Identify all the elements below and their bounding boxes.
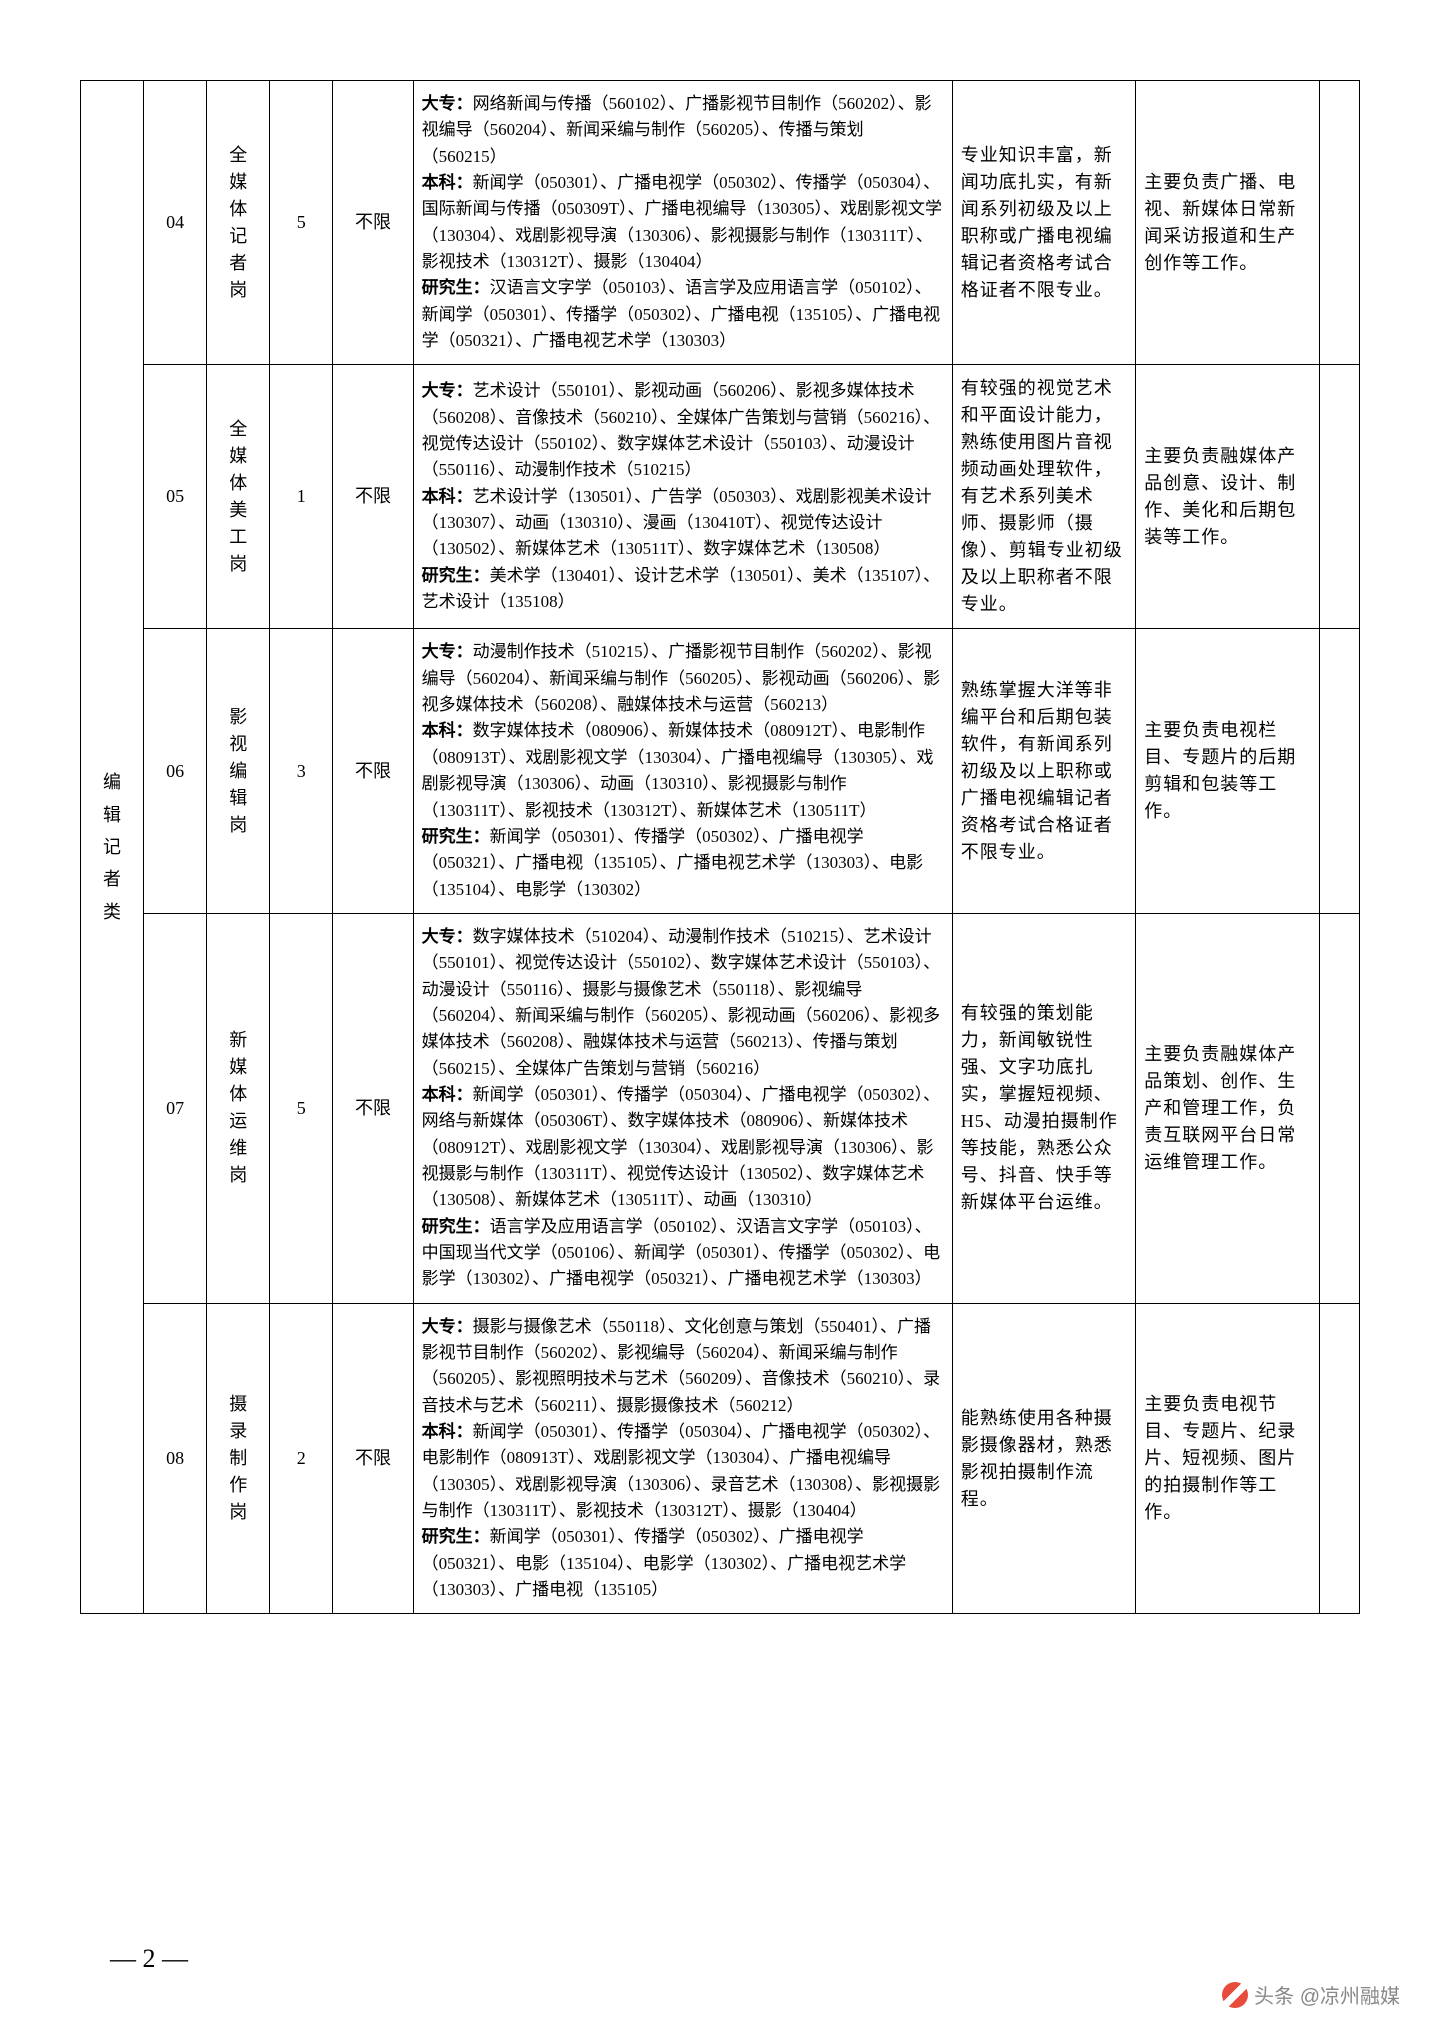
position-name: 全媒体记者岗	[207, 81, 270, 365]
category-label: 编辑记者类	[103, 772, 121, 922]
majors: 大专：网络新闻与传播（560102）、广播影视节目制作（560202）、影视编导…	[413, 81, 952, 365]
row-number: 05	[144, 365, 207, 629]
recruitment-table: 编辑记者类04全媒体记者岗5不限大专：网络新闻与传播（560102）、广播影视节…	[80, 80, 1360, 1614]
extra	[1319, 913, 1359, 1303]
limit: 不限	[333, 365, 413, 629]
row-number: 06	[144, 629, 207, 913]
watermark: 头条 @凉州融媒	[1222, 1980, 1400, 2009]
row-number: 08	[144, 1303, 207, 1614]
extra	[1319, 1303, 1359, 1614]
duty: 主要负责融媒体产品创意、设计、制作、美化和后期包装等工作。	[1136, 365, 1320, 629]
table-row: 08摄录制作岗2不限大专：摄影与摄像艺术（550118）、文化创意与策划（550…	[81, 1303, 1360, 1614]
position-name: 新媒体运维岗	[207, 913, 270, 1303]
duty: 主要负责电视栏目、专题片的后期剪辑和包装等工作。	[1136, 629, 1320, 913]
limit: 不限	[333, 81, 413, 365]
page-number: 2	[110, 1944, 188, 1974]
requirement: 熟练掌握大洋等非编平台和后期包装软件，有新闻系列初级及以上职称或广播电视编辑记者…	[952, 629, 1136, 913]
duty: 主要负责广播、电视、新媒体日常新闻采访报道和生产创作等工作。	[1136, 81, 1320, 365]
requirement: 能熟练使用各种摄影摄像器材，熟悉影视拍摄制作流程。	[952, 1303, 1136, 1614]
majors: 大专：数字媒体技术（510204）、动漫制作技术（510215）、艺术设计（55…	[413, 913, 952, 1303]
requirement: 专业知识丰富，新闻功底扎实，有新闻系列初级及以上职称或广播电视编辑记者资格考试合…	[952, 81, 1136, 365]
extra	[1319, 81, 1359, 365]
extra	[1319, 629, 1359, 913]
count: 5	[270, 81, 333, 365]
watermark-logo-icon	[1222, 1982, 1248, 2008]
table-row: 编辑记者类04全媒体记者岗5不限大专：网络新闻与传播（560102）、广播影视节…	[81, 81, 1360, 365]
table-row: 07新媒体运维岗5不限大专：数字媒体技术（510204）、动漫制作技术（5102…	[81, 913, 1360, 1303]
limit: 不限	[333, 913, 413, 1303]
position-name: 摄录制作岗	[207, 1303, 270, 1614]
table-row: 06影视编辑岗3不限大专：动漫制作技术（510215）、广播影视节目制作（560…	[81, 629, 1360, 913]
majors: 大专：摄影与摄像艺术（550118）、文化创意与策划（550401）、广播影视节…	[413, 1303, 952, 1614]
extra	[1319, 365, 1359, 629]
table-row: 05全媒体美工岗1不限大专：艺术设计（550101）、影视动画（560206）、…	[81, 365, 1360, 629]
row-number: 04	[144, 81, 207, 365]
watermark-text: 头条 @凉州融媒	[1254, 1980, 1400, 2009]
requirement: 有较强的视觉艺术和平面设计能力，熟练使用图片音视频动画处理软件，有艺术系列美术师…	[952, 365, 1136, 629]
duty: 主要负责融媒体产品策划、创作、生产和管理工作，负责互联网平台日常运维管理工作。	[1136, 913, 1320, 1303]
limit: 不限	[333, 629, 413, 913]
category-cell: 编辑记者类	[81, 81, 144, 1614]
limit: 不限	[333, 1303, 413, 1614]
majors: 大专：动漫制作技术（510215）、广播影视节目制作（560202）、影视编导（…	[413, 629, 952, 913]
position-name: 影视编辑岗	[207, 629, 270, 913]
position-name: 全媒体美工岗	[207, 365, 270, 629]
count: 3	[270, 629, 333, 913]
count: 1	[270, 365, 333, 629]
duty: 主要负责电视节目、专题片、纪录片、短视频、图片的拍摄制作等工作。	[1136, 1303, 1320, 1614]
row-number: 07	[144, 913, 207, 1303]
requirement: 有较强的策划能力，新闻敏锐性强、文字功底扎实，掌握短视频、H5、动漫拍摄制作等技…	[952, 913, 1136, 1303]
count: 2	[270, 1303, 333, 1614]
count: 5	[270, 913, 333, 1303]
majors: 大专：艺术设计（550101）、影视动画（560206）、影视多媒体技术（560…	[413, 365, 952, 629]
